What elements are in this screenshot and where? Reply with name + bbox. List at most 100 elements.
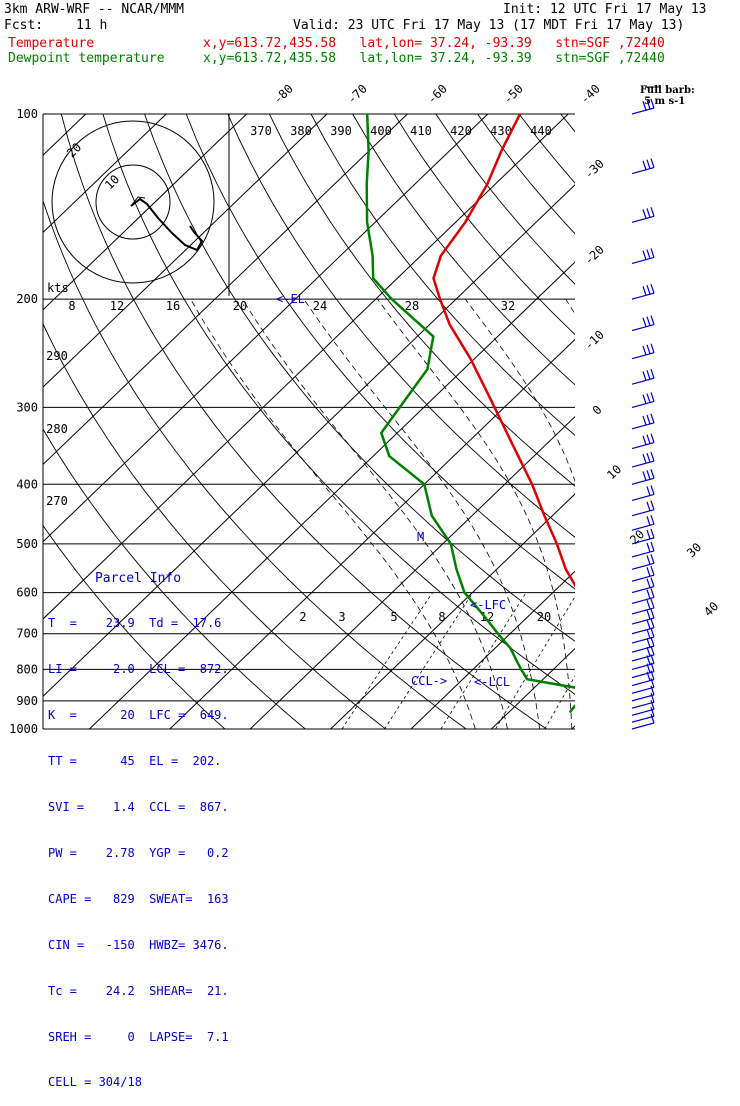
theta-tick-label: 390	[330, 124, 352, 138]
wind-barb-feather	[647, 208, 650, 217]
pressure-tick-label: 1000	[9, 722, 38, 736]
wind-barb	[632, 414, 654, 429]
wind-barb-shaft	[632, 494, 654, 500]
parcel-info-row: Tc = 24.2 SHEAR= 21.	[48, 984, 234, 999]
wind-barb-shaft	[632, 597, 654, 603]
isotherm-line	[572, 114, 740, 729]
isotherm-tick-label: -60	[425, 82, 450, 107]
wind-barb-feather	[647, 502, 650, 511]
wind-barb	[632, 284, 654, 299]
wind-barb	[632, 248, 654, 263]
wind-barb-feather	[643, 209, 646, 218]
wind-barb-shaft	[632, 655, 654, 661]
wind-barb-feather	[647, 530, 650, 539]
isotherm-tick-label: -30	[582, 157, 607, 182]
wind-barbs: Full barb:5 m s-1	[632, 85, 695, 729]
wind-barb-feather	[651, 485, 654, 494]
wind-barb-feather	[647, 435, 650, 444]
wind-barb-feather	[643, 286, 646, 295]
lcl-marker: <-LCL	[474, 675, 510, 689]
isotherm-line	[411, 114, 740, 729]
wind-barb-feather	[651, 599, 654, 608]
wind-barb-feather	[651, 434, 654, 443]
wind-barb-feather	[651, 284, 654, 293]
wind-barb-shaft	[632, 723, 654, 729]
wind-barb-feather	[651, 248, 654, 257]
wind-barb	[632, 588, 654, 603]
wind-barb-shaft	[632, 680, 654, 686]
moist-adiabat-line	[566, 299, 644, 729]
mixing-ratio-label: 2	[299, 610, 306, 624]
wind-barb-feather	[651, 619, 654, 628]
isotherm-tick-label: -50	[501, 82, 526, 107]
wind-barb-shaft	[632, 478, 654, 484]
isotherm-tick-label: -80	[271, 82, 296, 107]
isotherm-tick-label: -20	[582, 243, 607, 268]
wind-barb-feather	[647, 487, 650, 496]
m-marker: M	[417, 530, 424, 544]
parcel-info-row: K = 20 LFC = 649.	[48, 708, 234, 723]
dry-adiabat-line	[311, 114, 740, 729]
parcel-info-panel: Parcel Info T = 23.9 Td = 17.6 LI = -2.0…	[48, 540, 234, 1106]
wind-barb-shaft	[632, 628, 654, 634]
wind-barb-feather	[647, 610, 650, 619]
wind-barb-feather	[647, 453, 650, 462]
dry-adiabat-line	[478, 114, 740, 729]
speed-scale-label: 8	[68, 299, 75, 313]
wind-barb-shaft	[632, 587, 654, 593]
wind-barb-feather	[651, 392, 654, 401]
lfc-marker: <-LFC	[470, 598, 506, 612]
wind-barb	[632, 654, 654, 669]
wind-barb-feather	[643, 318, 646, 327]
wind-barb-feather	[647, 629, 650, 638]
wind-barb-feather	[651, 369, 654, 378]
hodograph-unit-label: kts	[47, 281, 69, 295]
dry-adiabat-line	[727, 114, 740, 729]
isotherm-line	[733, 114, 740, 729]
dry-adiabat-line	[561, 114, 740, 729]
wind-barb	[632, 392, 654, 407]
wind-barb	[632, 369, 654, 384]
wind-barb-shaft	[632, 702, 654, 708]
wind-barb	[632, 316, 654, 331]
wind-barb	[632, 452, 654, 467]
wind-barb-feather	[647, 285, 650, 294]
theta-tick-label: 280	[46, 422, 68, 436]
wind-barb-feather	[643, 371, 646, 380]
pressure-tick-label: 500	[16, 537, 38, 551]
theta-tick-label: 420	[450, 124, 472, 138]
wind-barb-shaft	[632, 551, 654, 557]
moist-adiabat-line	[304, 299, 540, 729]
wind-barb	[632, 469, 654, 484]
wind-barb-feather	[651, 452, 654, 461]
dry-adiabat-line	[436, 114, 740, 729]
pressure-tick-label: 100	[16, 107, 38, 121]
theta-tick-label: 290	[46, 349, 68, 363]
wind-barb-feather	[651, 469, 654, 478]
wind-barb-shaft	[632, 608, 654, 614]
dry-adiabat-line	[686, 114, 740, 729]
temperature-trace	[434, 114, 660, 718]
wind-barb-feather	[643, 436, 646, 445]
isotherm-tick-label: 20	[627, 527, 647, 547]
wind-barb-shaft	[632, 216, 654, 222]
wind-barb-feather	[651, 344, 654, 353]
dry-adiabat-line	[394, 114, 740, 729]
wind-barb-feather	[651, 529, 654, 538]
wind-barb-shaft	[632, 637, 654, 643]
hodograph-ring-label: 20	[64, 140, 84, 160]
wind-barb-shaft	[632, 378, 654, 384]
wind-barb	[632, 646, 654, 661]
wind-barb-shaft	[632, 646, 654, 652]
theta-tick-label: 400	[370, 124, 392, 138]
pressure-tick-label: 600	[16, 586, 38, 600]
isotherm-tick-label: -70	[345, 82, 370, 107]
speed-scale-label: 24	[313, 299, 327, 313]
wind-barb	[632, 501, 654, 516]
wind-barb-feather	[647, 516, 650, 525]
wind-barb-shaft	[632, 716, 654, 722]
wind-barb-feather	[647, 638, 650, 647]
isotherm-tick-label: 30	[684, 540, 704, 560]
wind-barb-shaft	[632, 168, 654, 174]
